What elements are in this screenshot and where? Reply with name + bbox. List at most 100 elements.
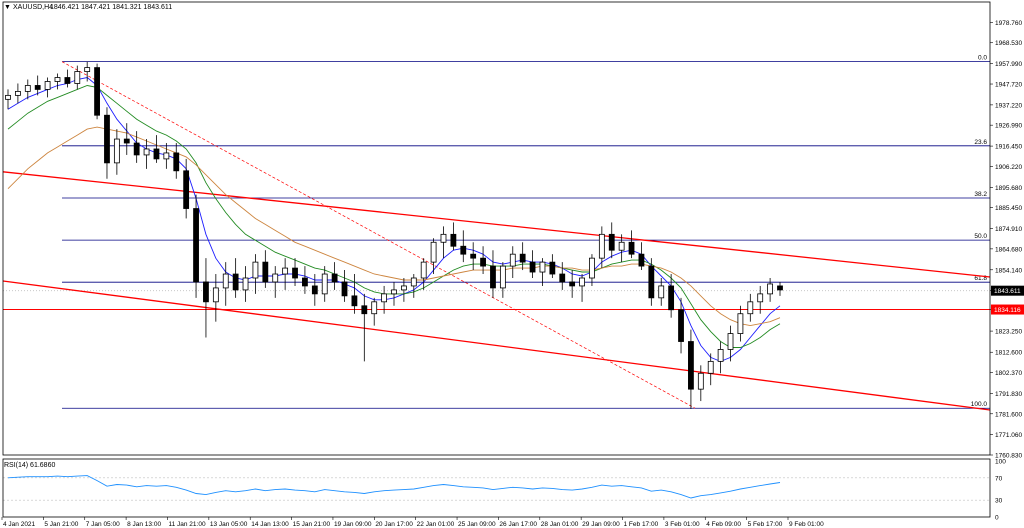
candle bbox=[598, 226, 605, 269]
candle-body bbox=[717, 349, 724, 362]
candle-body bbox=[757, 293, 764, 303]
candle bbox=[697, 365, 704, 402]
candle-body bbox=[598, 233, 605, 259]
price-tick-label: 1802.370 bbox=[995, 370, 1022, 377]
candle bbox=[559, 262, 566, 290]
price-tick-label: 1812.600 bbox=[995, 350, 1022, 357]
price-tick-label: 1937.220 bbox=[995, 102, 1022, 109]
candle-body bbox=[252, 261, 259, 279]
candle bbox=[539, 258, 546, 286]
candle bbox=[737, 305, 744, 342]
candle-body bbox=[480, 257, 486, 267]
candle-body bbox=[331, 273, 338, 283]
candle-body bbox=[440, 233, 447, 243]
candle bbox=[242, 266, 249, 302]
candle-body bbox=[272, 273, 279, 283]
candle-body bbox=[400, 285, 407, 291]
price-tick-label: 1957.990 bbox=[995, 61, 1022, 68]
marked-price-marker bbox=[991, 304, 1024, 315]
candle bbox=[490, 250, 496, 298]
candle bbox=[302, 266, 308, 294]
candle-body bbox=[321, 273, 328, 295]
candle bbox=[183, 158, 190, 219]
candle-body bbox=[113, 138, 120, 164]
time-tick-label: 13 Jan 05:00 bbox=[210, 521, 248, 528]
candle-body bbox=[628, 241, 635, 255]
symbol-menu-icon[interactable]: ▼ bbox=[4, 4, 11, 11]
candle-body bbox=[193, 208, 199, 283]
candle-body bbox=[14, 91, 21, 96]
candle bbox=[420, 258, 427, 290]
candle-body bbox=[539, 261, 546, 273]
time-tick-label: 8 Jan 13:00 bbox=[127, 521, 161, 528]
candle-body bbox=[74, 71, 81, 84]
candle-body bbox=[579, 277, 585, 287]
price-tick-label: 1760.830 bbox=[995, 453, 1022, 460]
candle bbox=[608, 222, 615, 259]
candle bbox=[153, 135, 160, 163]
time-tick-label: 4 Jan 2021 bbox=[3, 521, 36, 528]
candle bbox=[529, 250, 536, 279]
candle bbox=[282, 258, 289, 290]
fib-trendline bbox=[61, 61, 696, 409]
price-tick-label: 1947.720 bbox=[995, 82, 1022, 89]
price-tick-label: 1791.830 bbox=[995, 391, 1022, 398]
candle bbox=[727, 325, 734, 362]
candle-body bbox=[499, 265, 506, 289]
candle-body bbox=[430, 241, 437, 263]
candle bbox=[34, 75, 41, 96]
current-price-label: 1843.611 bbox=[994, 288, 1021, 295]
time-tick-label: 26 Jan 17:00 bbox=[499, 521, 537, 528]
candle bbox=[519, 242, 526, 271]
candle bbox=[757, 285, 764, 314]
candle bbox=[94, 63, 100, 120]
price-tick-label: 1874.910 bbox=[995, 226, 1022, 233]
candle bbox=[450, 222, 457, 251]
price-tick-label: 1823.250 bbox=[995, 329, 1022, 336]
candle-body bbox=[232, 273, 239, 291]
candle-body bbox=[44, 81, 51, 90]
candle bbox=[499, 262, 506, 298]
candle-body bbox=[341, 281, 348, 297]
candle-body bbox=[678, 309, 684, 342]
time-tick-label: 5 Jan 21:00 bbox=[44, 521, 78, 528]
candle bbox=[54, 73, 61, 90]
time-tick-label: 9 Feb 01:00 bbox=[789, 521, 824, 528]
candle-body bbox=[242, 277, 249, 291]
candle bbox=[311, 274, 318, 306]
candle bbox=[638, 242, 645, 271]
time-tick-label: 19 Jan 09:00 bbox=[334, 521, 372, 528]
candle-body bbox=[371, 301, 378, 315]
candle bbox=[391, 281, 397, 306]
candle-body bbox=[509, 253, 516, 267]
candle-body bbox=[104, 114, 110, 164]
candle-body bbox=[727, 333, 734, 350]
candle bbox=[371, 297, 378, 326]
candle bbox=[579, 274, 585, 302]
candle bbox=[272, 266, 279, 298]
candle-body bbox=[34, 85, 41, 90]
candle bbox=[64, 69, 71, 88]
candle bbox=[104, 107, 110, 179]
price-tick-label: 1906.220 bbox=[995, 164, 1022, 171]
candle-body bbox=[668, 285, 675, 311]
candle-body bbox=[391, 289, 397, 295]
candle-body bbox=[450, 233, 457, 247]
candle-body bbox=[163, 152, 170, 160]
rsi-frame bbox=[2, 458, 991, 518]
candle bbox=[321, 266, 328, 302]
channel-upper-line bbox=[2, 171, 991, 278]
time-tick-label: 22 Jan 01:00 bbox=[417, 521, 455, 528]
candle bbox=[410, 274, 417, 298]
candle bbox=[84, 61, 91, 82]
rsi-label: RSI(14) 61.6860 bbox=[4, 462, 55, 469]
time-tick-label: 14 Jan 13:00 bbox=[251, 521, 289, 528]
candle bbox=[589, 254, 595, 286]
time-tick-label: 15 Jan 21:00 bbox=[293, 521, 331, 528]
candle bbox=[381, 285, 388, 314]
candle bbox=[133, 131, 140, 163]
candle-body bbox=[143, 148, 150, 156]
candle bbox=[222, 262, 229, 306]
time-tick-label: 3 Feb 01:00 bbox=[665, 521, 700, 528]
